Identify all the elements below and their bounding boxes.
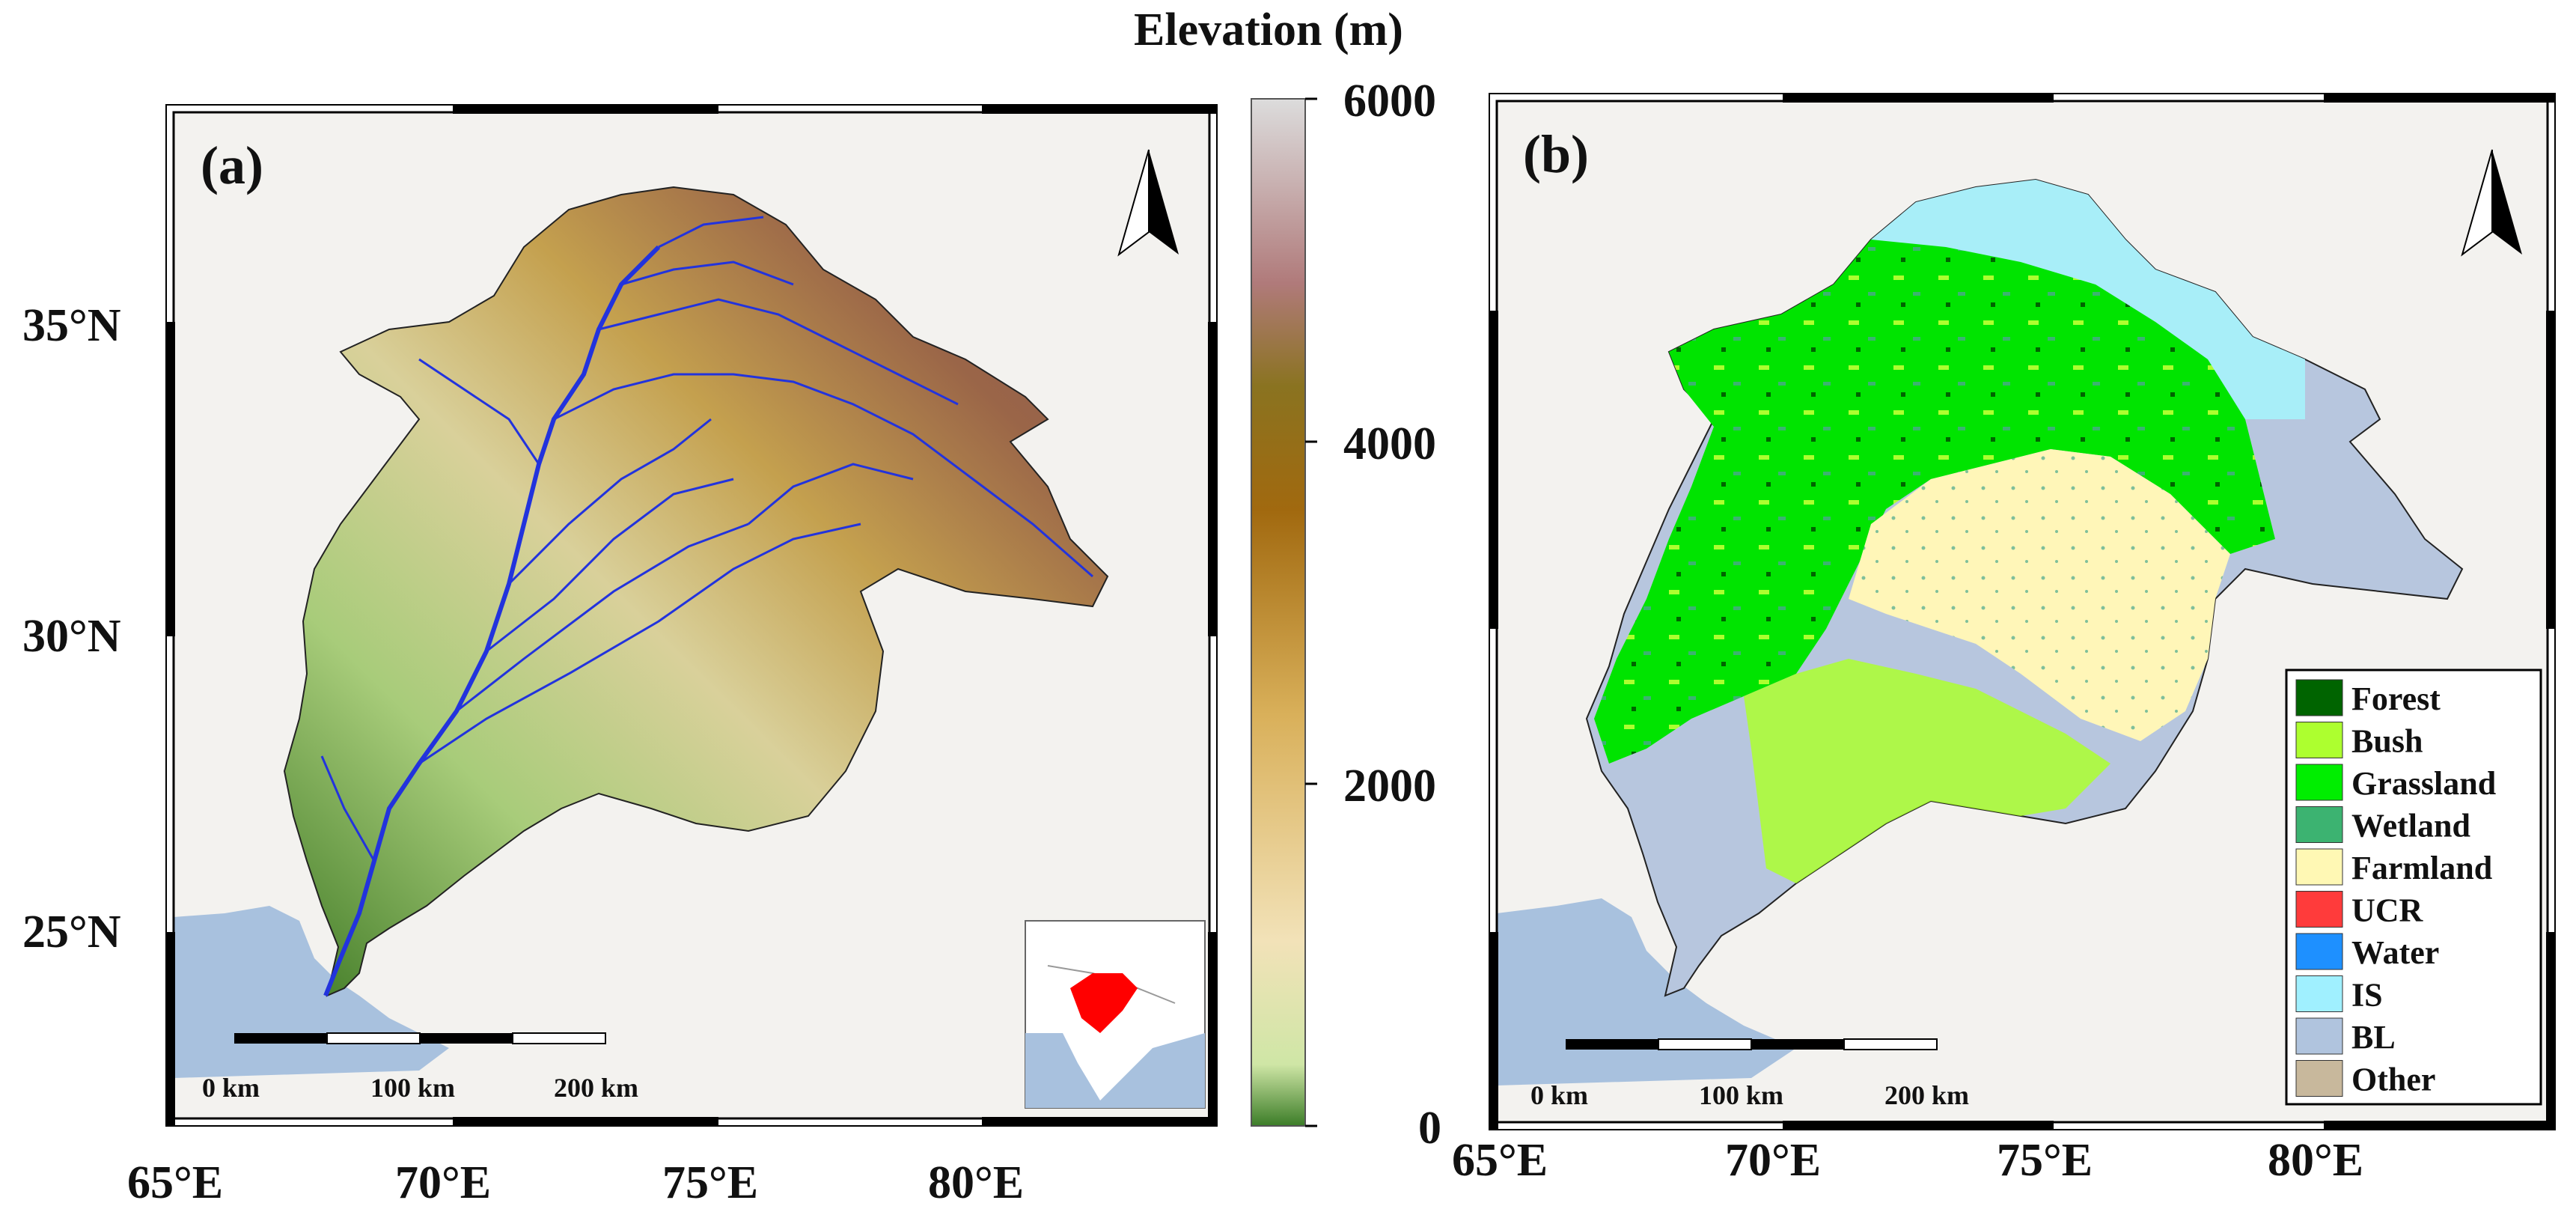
panel-b-scalebar — [1566, 1038, 1938, 1050]
colorbar-tick-4000: 4000 — [1343, 418, 1436, 469]
land-cover-legend: Forest Bush Grassland Wetland Farmland UCR Wat… — [2285, 669, 2542, 1106]
panel-a-lon-label-65e: 65°E — [127, 1157, 223, 1208]
lat-label-35n: 35°N — [22, 300, 121, 351]
panel-a-tributaries — [320, 216, 1093, 862]
legend-swatch-bl — [2295, 1017, 2343, 1055]
legend-label-bush: Bush — [2351, 723, 2423, 760]
panel-b-label: (b) — [1523, 124, 1589, 184]
colorbar-tick-2000: 2000 — [1343, 761, 1436, 812]
panel-b-scalebar-label-0: 0 km — [1530, 1080, 1588, 1110]
colorbar-tick-0: 0 — [1418, 1103, 1441, 1154]
legend-swatch-wetland — [2295, 806, 2343, 843]
legend-label-grassland: Grassland — [2351, 765, 2496, 802]
panel-b-lon-label-75e: 75°E — [1997, 1135, 2093, 1186]
legend-label-wetland: Wetland — [2351, 808, 2470, 844]
panel-b-bush-region — [1744, 659, 2110, 883]
panel-b: 0 km 100 km 200 km (b) 65°E 70°E 75°E 80… — [1452, 93, 2556, 1186]
legend-swatch-farmland — [2295, 848, 2343, 886]
colorbar-ramp — [1251, 98, 1306, 1127]
panel-a-scalebar-label-100: 100 km — [370, 1073, 455, 1103]
legend-swatch-water — [2295, 933, 2343, 970]
legend-swatch-grassland — [2295, 764, 2343, 801]
legend-swatch-forest — [2295, 679, 2343, 716]
panel-b-north-arrow-icon — [2461, 149, 2522, 257]
panel-a-inset-map — [1025, 920, 1206, 1109]
legend-label-is: IS — [2351, 977, 2383, 1014]
panel-a-scalebar — [234, 1032, 606, 1044]
panel-b-grassland-region — [1594, 240, 2275, 764]
legend-swatch-bush — [2295, 722, 2343, 758]
colorbar-title: Elevation (m) — [1134, 4, 1403, 55]
legend-label-water: Water — [2351, 934, 2439, 971]
legend-swatch-is — [2295, 975, 2343, 1012]
legend-label-farmland: Farmland — [2351, 850, 2492, 886]
colorbar: Elevation (m) 0 2000 4000 6000 — [1134, 4, 1441, 1154]
legend-swatch-other — [2295, 1060, 2343, 1097]
panel-b-lon-label-80e: 80°E — [2268, 1135, 2363, 1186]
panel-b-lon-label-70e: 70°E — [1725, 1135, 1821, 1186]
panel-a-lon-label-70e: 70°E — [395, 1157, 491, 1208]
panel-a-scalebar-label-200: 200 km — [554, 1073, 638, 1103]
panel-b-lon-label-65e: 65°E — [1452, 1135, 1548, 1186]
panel-a-lon-label-75e: 75°E — [662, 1157, 758, 1208]
panel-a-indus-river — [323, 245, 661, 997]
panel-b-frame-ticks — [1489, 94, 2555, 1130]
panel-a-label: (a) — [201, 136, 263, 195]
lat-label-30n: 30°N — [22, 611, 121, 662]
legend-label-other: Other — [2351, 1062, 2435, 1098]
panel-a-scalebar-label-0: 0 km — [202, 1073, 260, 1103]
panel-a-frame-ticks — [166, 105, 1217, 1126]
panel-a-lon-label-80e: 80°E — [928, 1157, 1024, 1208]
panel-a-basin — [283, 186, 1109, 997]
colorbar-tick-6000: 6000 — [1343, 76, 1436, 127]
legend-label-forest: Forest — [2351, 680, 2441, 717]
panel-b-scalebar-label-100: 100 km — [1699, 1080, 1783, 1110]
panel-a: 0 km 100 km 200 km (a) 35°N 30°N 25°N 65… — [22, 104, 1218, 1208]
legend-label-bl: BL — [2351, 1019, 2396, 1056]
legend-label-ucr: UCR — [2351, 892, 2424, 929]
panel-b-farmland-region — [1849, 449, 2230, 741]
lat-label-25n: 25°N — [22, 907, 121, 957]
panel-b-scalebar-label-200: 200 km — [1884, 1080, 1969, 1110]
legend-swatch-ucr — [2295, 891, 2343, 928]
panel-a-north-arrow-icon — [1117, 149, 1179, 257]
